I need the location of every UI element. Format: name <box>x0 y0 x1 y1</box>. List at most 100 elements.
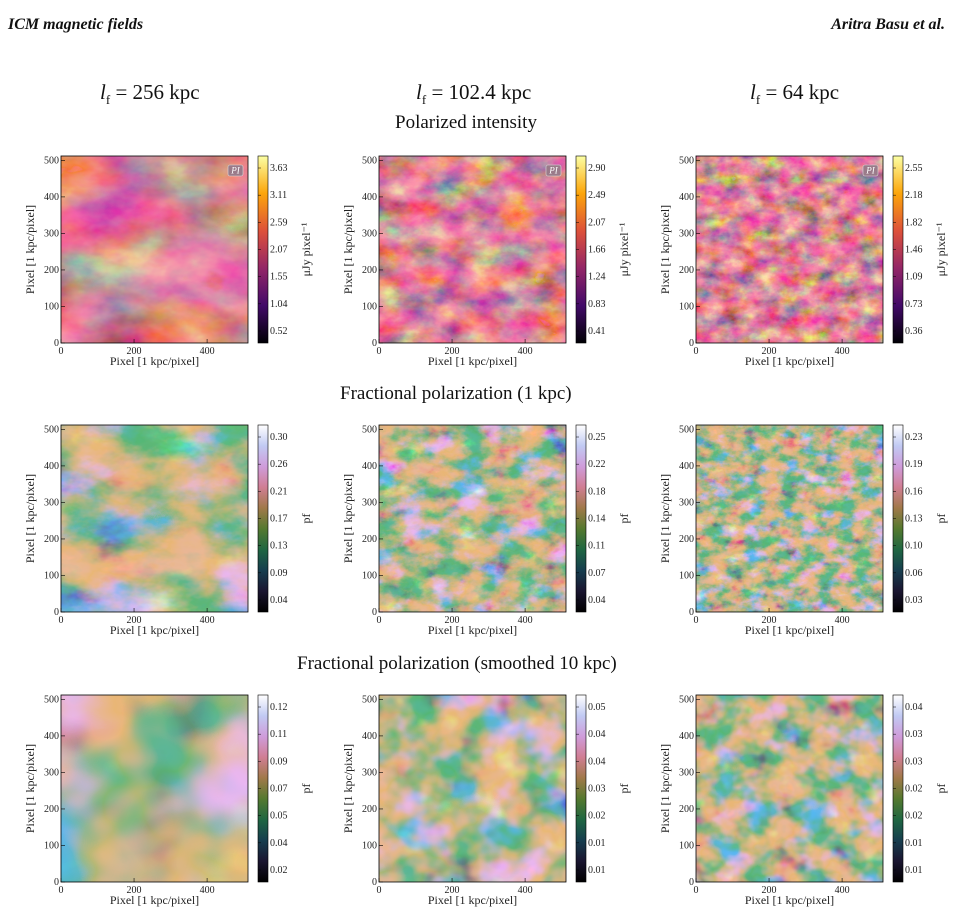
colorbar-tick: 2.49 <box>588 190 606 201</box>
colorbar-label: μJy pixel⁻¹ <box>617 222 631 276</box>
row-title-polarized-intensity: Polarized intensity <box>395 112 537 133</box>
colorbar-tick: 0.01 <box>905 838 923 849</box>
x-axis-label: Pixel [1 kpc/pixel] <box>428 893 517 907</box>
x-axis-label: Pixel [1 kpc/pixel] <box>745 623 834 637</box>
x-tick-label: 200 <box>127 885 142 896</box>
colorbar-tick: 1.09 <box>905 272 923 283</box>
panel-image <box>61 695 248 882</box>
panel-image <box>61 156 248 343</box>
colorbar-tick: 0.10 <box>905 541 923 552</box>
x-tick-label: 200 <box>445 346 460 357</box>
colorbar-tick: 0.12 <box>270 702 288 713</box>
colorbar-tick: 2.90 <box>588 163 606 174</box>
colorbar-tick: 2.55 <box>905 163 923 174</box>
y-tick-label: 0 <box>689 338 694 349</box>
panel-image <box>379 425 566 612</box>
colorbar-tick: 0.26 <box>270 459 288 470</box>
y-tick-label: 0 <box>54 338 59 349</box>
colorbar-tick: 0.01 <box>588 838 606 849</box>
pi-badge-label: PI <box>230 166 240 176</box>
x-tick-label: 200 <box>445 615 460 626</box>
y-tick-label: 300 <box>44 228 59 239</box>
y-tick-label: 200 <box>679 265 694 276</box>
y-tick-label: 200 <box>362 265 377 276</box>
running-header-authors: Aritra Basu et al. <box>831 16 945 33</box>
colorbar-tick: 0.21 <box>270 486 288 497</box>
colorbar-tick: 0.02 <box>905 811 923 822</box>
y-tick-label: 300 <box>44 497 59 508</box>
colorbar-tick: 0.03 <box>905 756 923 767</box>
row-title-fractional-smoothed: Fractional polarization (smoothed 10 kpc… <box>297 653 617 674</box>
colorbar-tick: 0.02 <box>905 784 923 795</box>
colorbar-label: pf <box>617 514 631 524</box>
colorbar-tick: 0.14 <box>588 514 606 525</box>
x-tick-label: 0 <box>59 615 64 626</box>
row-title-fractional-1kpc: Fractional polarization (1 kpc) <box>340 383 572 404</box>
colorbar-tick: 3.63 <box>270 163 288 174</box>
colorbar-tick: 0.11 <box>270 729 287 740</box>
y-tick-label: 500 <box>362 694 377 705</box>
y-tick-label: 500 <box>679 694 694 705</box>
x-tick-label: 400 <box>200 885 215 896</box>
x-axis-label: Pixel [1 kpc/pixel] <box>745 893 834 907</box>
y-tick-label: 300 <box>44 767 59 778</box>
x-tick-label: 0 <box>377 615 382 626</box>
colorbar-label: pf <box>934 784 948 794</box>
colorbar-tick: 0.36 <box>905 326 923 337</box>
panel-image <box>379 156 566 343</box>
colorbar-tick: 0.04 <box>270 838 288 849</box>
y-axis-label: Pixel [1 kpc/pixel] <box>658 744 672 833</box>
y-tick-label: 200 <box>44 265 59 276</box>
y-tick-label: 100 <box>362 301 377 312</box>
pi-badge <box>545 164 562 177</box>
panel-image <box>61 425 248 612</box>
y-tick-label: 200 <box>362 804 377 815</box>
colorbar-tick: 1.82 <box>905 217 923 228</box>
y-tick-label: 0 <box>372 877 377 888</box>
colorbar-tick: 0.23 <box>905 432 923 443</box>
pi-badge-label: PI <box>865 166 875 176</box>
y-tick-label: 200 <box>362 534 377 545</box>
y-tick-label: 500 <box>679 155 694 166</box>
colorbar-tick: 0.11 <box>588 541 605 552</box>
colorbar-tick: 0.41 <box>588 326 606 337</box>
y-axis-label: Pixel [1 kpc/pixel] <box>23 474 37 563</box>
y-tick-label: 100 <box>362 840 377 851</box>
y-tick-label: 400 <box>679 192 694 203</box>
column-title-102: lf = 102.4 kpc <box>416 80 532 108</box>
colorbar-tick: 0.52 <box>270 326 288 337</box>
y-tick-label: 100 <box>679 301 694 312</box>
y-tick-label: 100 <box>679 840 694 851</box>
y-axis-label: Pixel [1 kpc/pixel] <box>658 474 672 563</box>
colorbar-tick: 0.02 <box>270 865 288 876</box>
y-tick-label: 400 <box>362 731 377 742</box>
colorbar-label: pf <box>934 514 948 524</box>
colorbar-tick: 0.01 <box>905 865 923 876</box>
y-tick-label: 500 <box>362 155 377 166</box>
colorbar-tick: 2.07 <box>270 245 288 256</box>
colorbar-tick: 0.25 <box>588 432 606 443</box>
y-axis-label: Pixel [1 kpc/pixel] <box>341 474 355 563</box>
y-tick-label: 400 <box>44 192 59 203</box>
y-tick-label: 400 <box>44 461 59 472</box>
y-tick-label: 100 <box>362 570 377 581</box>
colorbar-tick: 0.22 <box>588 459 606 470</box>
x-tick-label: 400 <box>835 346 850 357</box>
y-tick-label: 400 <box>679 461 694 472</box>
y-tick-label: 0 <box>689 607 694 618</box>
x-axis-label: Pixel [1 kpc/pixel] <box>110 893 199 907</box>
x-axis-label: Pixel [1 kpc/pixel] <box>110 623 199 637</box>
colorbar-tick: 0.03 <box>905 729 923 740</box>
pi-badge-label: PI <box>548 166 558 176</box>
y-tick-label: 400 <box>44 731 59 742</box>
y-tick-label: 200 <box>44 804 59 815</box>
y-axis-label: Pixel [1 kpc/pixel] <box>658 205 672 294</box>
colorbar-tick: 0.17 <box>270 514 288 525</box>
x-tick-label: 200 <box>127 615 142 626</box>
colorbar-tick: 0.07 <box>270 784 288 795</box>
x-tick-label: 0 <box>694 615 699 626</box>
